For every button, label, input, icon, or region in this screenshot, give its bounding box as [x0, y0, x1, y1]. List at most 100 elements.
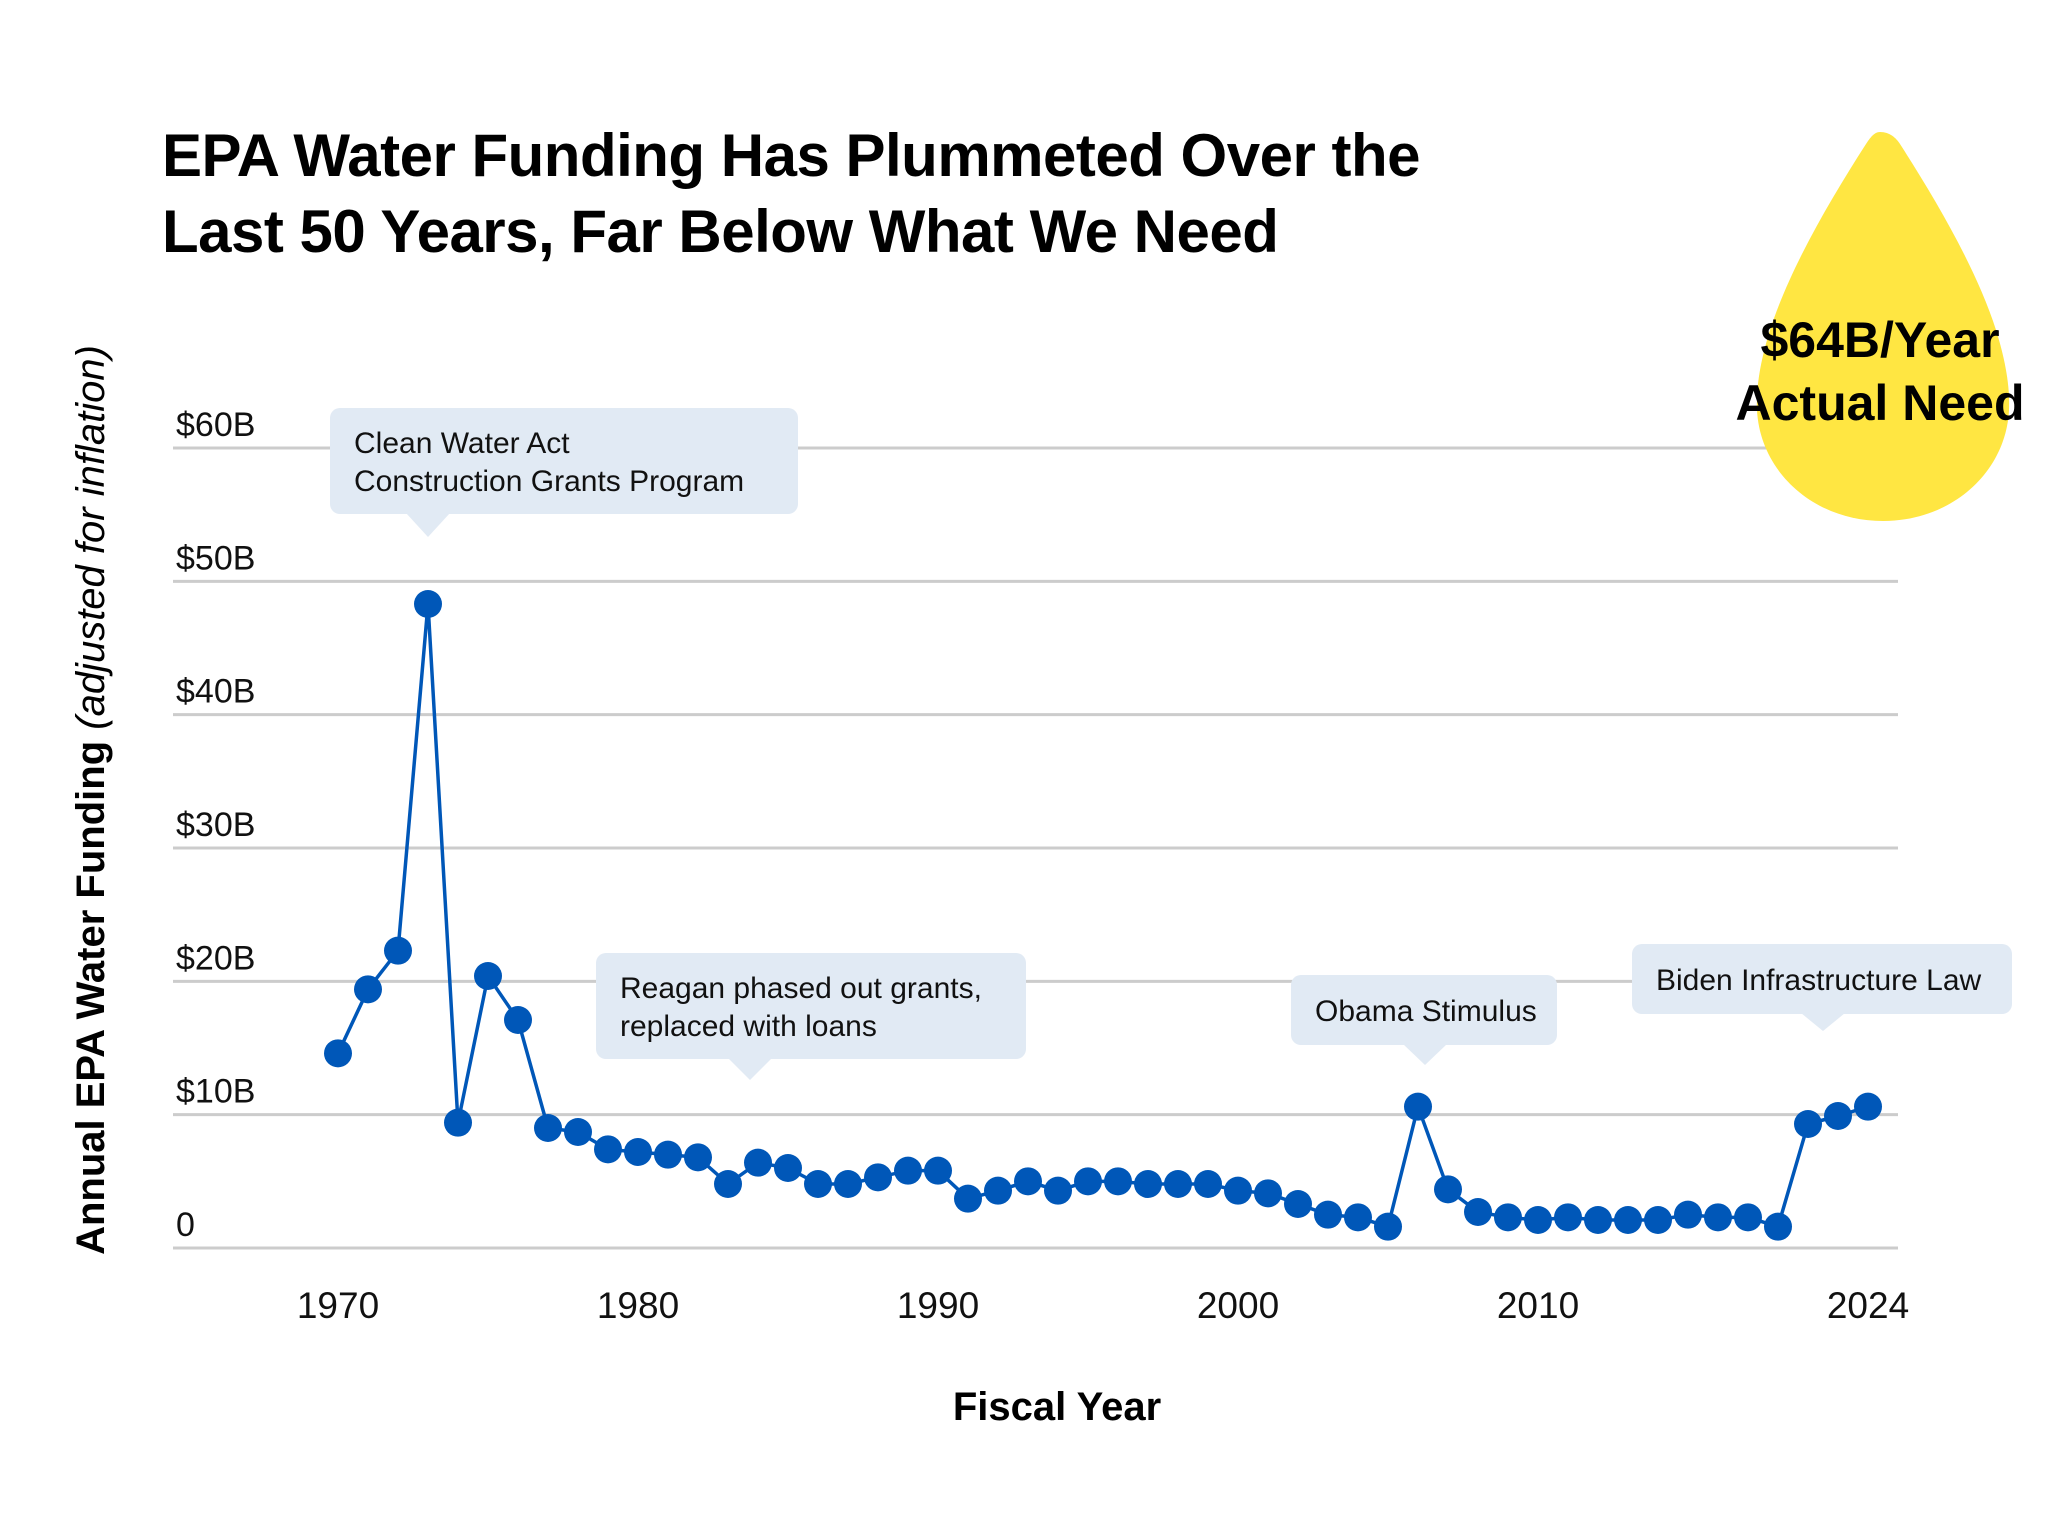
data-point — [1524, 1206, 1552, 1234]
annotation-box — [1291, 975, 1557, 1045]
data-point — [624, 1138, 652, 1166]
data-point — [1014, 1167, 1042, 1196]
gridlines — [173, 446, 1898, 1250]
data-point — [1164, 1170, 1192, 1198]
water-drop-icon — [1756, 132, 2010, 521]
annotation-text: Clean Water Act — [354, 427, 570, 460]
x-axis-ticks: 1970 1980 1990 2000 2010 2024 — [297, 1285, 1909, 1326]
y-axis-label-main: Annual EPA Water Funding — [69, 741, 113, 1255]
data-point — [384, 936, 412, 965]
data-point — [414, 590, 442, 618]
data-point — [1074, 1167, 1102, 1196]
data-point — [1794, 1110, 1822, 1138]
annotation-text: Reagan phased out grants, — [620, 972, 982, 1005]
y-tick-label: $40B — [176, 673, 255, 711]
y-tick-label: $10B — [176, 1073, 255, 1111]
annotation-box — [1632, 944, 2012, 1014]
data-points — [324, 590, 1882, 1241]
annotation-pointer — [406, 513, 450, 537]
data-point — [354, 975, 382, 1004]
x-tick-label: 1970 — [297, 1285, 379, 1326]
data-point — [1344, 1203, 1372, 1232]
data-point — [834, 1170, 862, 1198]
data-point — [1104, 1167, 1132, 1196]
y-axis-label: Annual EPA Water Funding (adjusted for i… — [69, 345, 113, 1255]
data-point — [864, 1163, 892, 1192]
data-point — [1374, 1212, 1402, 1241]
data-point — [1464, 1198, 1492, 1226]
x-tick-label: 2000 — [1197, 1285, 1279, 1326]
annotation-pointer — [1403, 1044, 1447, 1065]
series-line — [336, 602, 1869, 1229]
data-point — [744, 1148, 772, 1177]
x-tick-label: 1980 — [597, 1285, 679, 1326]
data-point — [504, 1006, 532, 1034]
data-point — [1674, 1200, 1702, 1229]
annotation-pointer — [1801, 1013, 1845, 1031]
data-point — [1134, 1170, 1162, 1198]
data-point — [954, 1184, 982, 1213]
annotation-text: Obama Stimulus — [1315, 995, 1537, 1028]
data-point — [1314, 1200, 1342, 1229]
annotation-box — [330, 408, 798, 514]
data-point — [1494, 1203, 1522, 1232]
data-point — [684, 1143, 712, 1172]
y-tick-label: $30B — [176, 806, 255, 844]
annotation-callout: Biden Infrastructure Law — [1632, 944, 2012, 1031]
data-point — [1404, 1092, 1432, 1121]
annotations: Clean Water Act Construction Grants Progr… — [330, 408, 2012, 1080]
annotation-text: Construction Grants Program — [354, 465, 744, 498]
data-point — [474, 962, 502, 990]
data-point — [1734, 1203, 1762, 1232]
x-tick-label: 2010 — [1497, 1285, 1579, 1326]
data-point — [594, 1135, 622, 1164]
chart-title: EPA Water Funding Has Plummeted Over the… — [162, 118, 1562, 270]
y-tick-label: $50B — [176, 539, 255, 577]
chart-title-line-2: Last 50 Years, Far Below What We Need — [162, 198, 1279, 265]
y-tick-label: $20B — [176, 939, 255, 977]
data-point — [324, 1039, 352, 1068]
y-axis-ticks: 0 $10B $20B $30B $40B $50B $60B — [176, 406, 255, 1244]
data-point — [1044, 1176, 1072, 1205]
annotation-callout: Obama Stimulus — [1291, 975, 1557, 1065]
data-point — [1224, 1176, 1252, 1205]
annotation-pointer — [728, 1058, 772, 1080]
data-point — [1284, 1190, 1312, 1218]
data-point — [1584, 1206, 1612, 1234]
data-point — [1824, 1102, 1852, 1130]
data-point — [444, 1108, 472, 1137]
data-point — [894, 1156, 922, 1185]
need-callout: $64B/Year Actual Need — [1736, 132, 2025, 521]
data-point — [1764, 1212, 1792, 1241]
y-tick-label: 0 — [176, 1206, 195, 1244]
data-point — [1614, 1206, 1642, 1234]
x-tick-label: 2024 — [1827, 1285, 1909, 1326]
data-point — [1704, 1203, 1732, 1232]
data-point — [1554, 1203, 1582, 1232]
y-tick-label: $60B — [176, 406, 255, 444]
data-point — [654, 1140, 682, 1169]
x-tick-label: 1990 — [897, 1285, 979, 1326]
y-axis-label-note: (adjusted for inflation) — [69, 345, 113, 730]
data-point — [924, 1156, 952, 1185]
x-axis-label: Fiscal Year — [953, 1385, 1161, 1429]
data-point — [1434, 1175, 1462, 1204]
data-point — [1644, 1206, 1672, 1234]
data-point — [1254, 1179, 1282, 1208]
data-point — [984, 1176, 1012, 1205]
annotation-callout: Clean Water Act Construction Grants Progr… — [330, 408, 798, 537]
data-point — [804, 1170, 832, 1198]
annotation-text: Biden Infrastructure Law — [1656, 964, 1982, 997]
annotation-callout: Reagan phased out grants, replaced with l… — [596, 953, 1026, 1080]
data-point — [564, 1118, 592, 1146]
need-callout-amount: $64B/Year — [1760, 312, 1999, 368]
need-callout-label: Actual Need — [1736, 375, 2025, 431]
data-point — [1194, 1170, 1222, 1198]
chart-title-line-1: EPA Water Funding Has Plummeted Over the — [162, 122, 1421, 189]
annotation-box — [596, 953, 1026, 1059]
data-point — [534, 1114, 562, 1142]
data-point — [774, 1154, 802, 1182]
annotation-text: replaced with loans — [620, 1010, 877, 1043]
data-point — [714, 1170, 742, 1198]
